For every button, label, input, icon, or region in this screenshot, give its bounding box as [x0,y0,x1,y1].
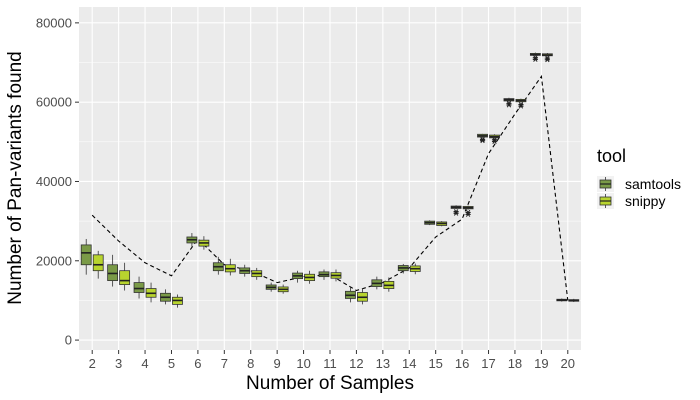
outlier [453,209,459,215]
outlier [491,137,498,143]
box-body [119,270,131,285]
outlier [544,55,550,61]
x-tick-label: 9 [274,356,281,371]
box-body [80,244,92,266]
box-snippy [515,98,527,109]
outlier-stroke [465,209,471,215]
box-samtools [556,298,568,302]
box-snippy [568,298,580,303]
y-tick-label: 60000 [36,95,72,110]
outlier-stroke [545,55,550,61]
box-snippy [119,262,131,291]
box-samtools [529,52,541,62]
x-tick-label: 14 [402,356,416,371]
box-samtools [107,254,119,287]
boxplots [80,52,580,308]
box-snippy [541,52,553,63]
box-samtools [397,263,409,274]
outlier-stroke [453,209,459,215]
box-samtools [160,289,171,305]
x-tick-label: 8 [247,356,254,371]
outlier [465,209,471,215]
box-samtools [345,286,356,303]
x-tick-label: 12 [349,356,363,371]
x-tick-label: 20 [561,356,575,371]
x-tick-label: 5 [168,356,175,371]
x-tick-label: 16 [455,356,469,371]
box-snippy [277,284,289,294]
box-snippy [198,236,210,250]
outlier-stroke [465,211,471,217]
outlier-stroke [492,137,497,143]
x-tick-label: 13 [376,356,390,371]
x-tick-label: 7 [221,356,228,371]
legend-label: samtools [625,176,681,192]
x-tick-label: 18 [508,356,522,371]
box-snippy [330,269,342,282]
y-tick-label: 20000 [36,253,72,268]
x-tick-label: 15 [428,356,442,371]
x-axis-title: Number of Samples [246,373,414,394]
outlier [532,55,538,61]
legend-label: snippy [625,193,665,209]
box-samtools [133,276,145,299]
grid [79,7,581,350]
box-samtools [318,269,330,280]
x-tick-label: 6 [194,356,201,371]
y-tick-label: 40000 [36,174,72,189]
box-snippy [462,205,474,217]
box-samtools [186,233,198,247]
x-tick-label: 3 [115,356,122,371]
box-samtools [371,276,383,290]
outlier-stroke [518,102,524,108]
outlier [506,100,512,106]
y-tick-label: 0 [65,333,72,348]
box-snippy [357,288,368,305]
outlier [518,102,524,108]
box-snippy [304,270,315,284]
box-snippy [224,258,236,276]
x-tick-label: 11 [323,356,337,371]
box-samtools [80,238,92,275]
outlier-stroke [533,55,538,61]
outlier-stroke [480,136,485,142]
x-tick-label: 19 [534,356,548,371]
box-snippy [172,294,183,308]
box-samtools [424,220,436,226]
x-tick-label: 2 [89,356,96,371]
box-body [92,254,104,272]
y-tick-label: 80000 [36,15,72,30]
box-snippy [92,250,104,279]
legend-entry: snippy [597,193,665,209]
box-snippy [436,221,448,227]
box-snippy [383,277,395,292]
box-samtools [450,205,462,216]
box-samtools [292,270,303,283]
box-samtools [503,97,515,108]
box-snippy [251,267,263,280]
dashed-trend-line [91,74,569,301]
box-snippy [409,263,421,275]
x-tick-label: 10 [296,356,310,371]
box-body [133,282,145,293]
y-axis-title: Number of Pan-variants found [5,51,26,304]
y-axis: 0 20000 40000 60000 80000 [36,15,79,348]
dashed-trend [91,74,569,301]
box-snippy [489,134,500,144]
box-samtools [212,256,224,275]
x-tick-label: 4 [141,356,148,371]
box-samtools [265,282,277,292]
legend-entry: samtools [597,176,681,192]
x-tick-label: 17 [481,356,495,371]
legend-title: tool [597,146,626,166]
box-samtools [239,264,251,277]
box-samtools [477,133,488,144]
x-axis: 2 3 4 5 6 7 8 9 10 11 12 13 14 15 16 17 18 19 20 [89,350,575,371]
outlier [479,136,486,142]
outlier-stroke [506,100,512,106]
box-snippy [145,282,157,303]
